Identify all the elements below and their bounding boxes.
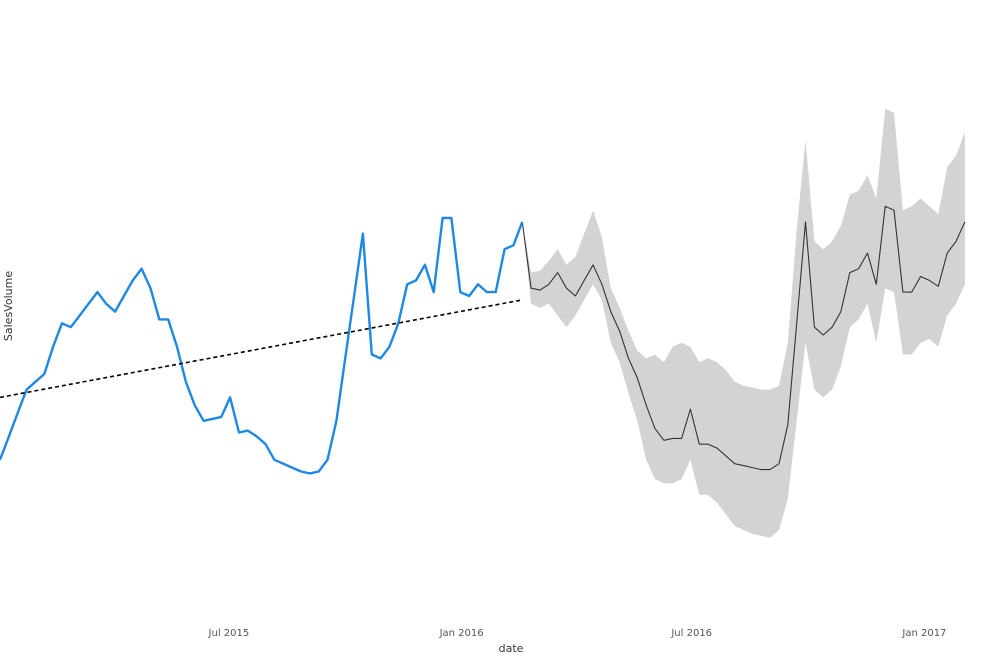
x-tick-label: Jul 2015 xyxy=(208,628,250,639)
forecast-line xyxy=(521,205,966,471)
y-axis-title: SalesVolume xyxy=(2,271,15,341)
x-axis-ticks: Jul 2015 Jan 2016 Jul 2016 Jan 2017 xyxy=(208,628,947,639)
actual-sales-line xyxy=(0,216,524,475)
x-axis-title: date xyxy=(499,642,524,655)
x-tick-label: Jan 2017 xyxy=(901,628,946,639)
plot-area xyxy=(0,108,966,538)
confidence-band xyxy=(522,108,965,538)
x-tick-label: Jan 2016 xyxy=(439,628,484,639)
x-tick-label: Jul 2016 xyxy=(670,628,712,639)
trend-line xyxy=(0,299,523,399)
